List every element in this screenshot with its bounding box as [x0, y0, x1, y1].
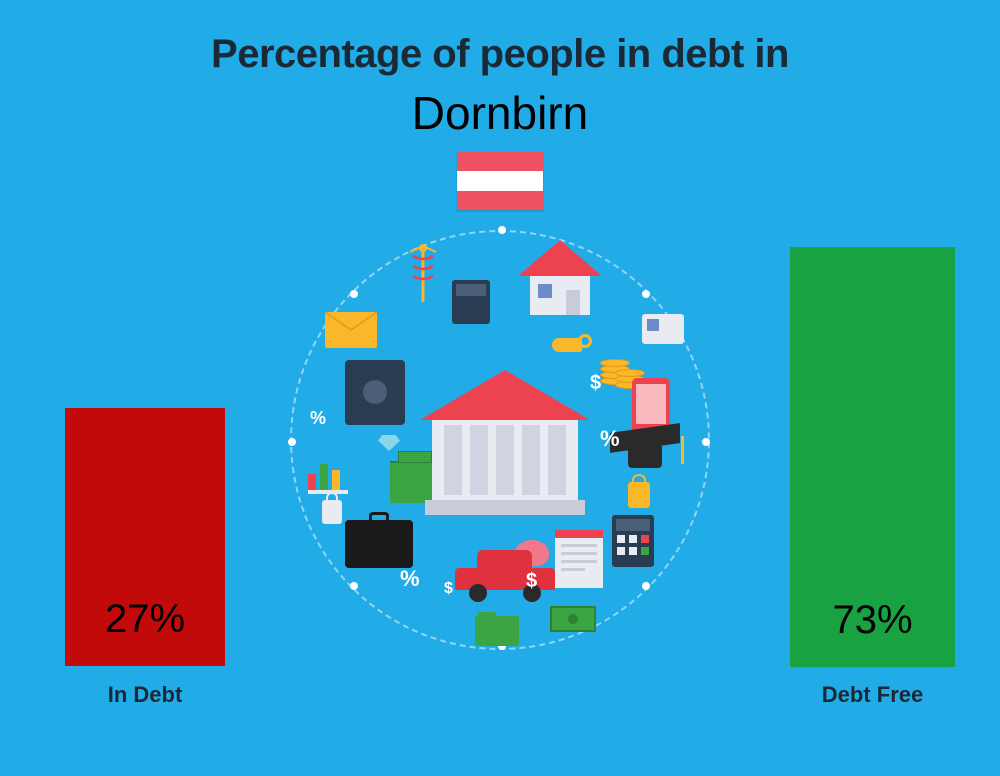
document-card-icon	[642, 314, 684, 344]
envelope-icon	[325, 312, 377, 348]
dollar-icon: $	[526, 570, 537, 593]
flag-stripe-middle	[457, 171, 543, 190]
flag-stripe-top	[457, 152, 543, 171]
percent-icon: %	[600, 426, 620, 452]
small-calculator-icon	[452, 280, 490, 324]
bar-in-debt-value: 27%	[105, 597, 185, 642]
key-icon	[552, 338, 582, 352]
bank-icon	[420, 370, 590, 515]
house-icon	[518, 240, 603, 315]
graduation-cap-icon	[610, 428, 680, 473]
calculator-icon	[612, 515, 654, 567]
title-line-2: Dornbirn	[0, 86, 1000, 140]
bar-debt-free-label: Debt Free	[790, 682, 955, 708]
flag-stripe-bottom	[457, 191, 543, 210]
lock-gold-icon	[628, 482, 650, 508]
clipboard-icon	[555, 530, 603, 588]
orbit-dot	[350, 290, 358, 298]
folder-icon	[475, 616, 519, 646]
financial-illustration: % % % $ $ $	[290, 230, 710, 650]
orbit-dot	[702, 438, 710, 446]
bar-debt-free: 73%	[790, 247, 955, 667]
briefcase-icon	[345, 520, 413, 568]
car-icon	[455, 550, 555, 600]
caduceus-icon	[408, 244, 438, 306]
orbit-dot	[498, 226, 506, 234]
lock-white-icon	[322, 500, 342, 524]
safe-icon	[345, 360, 405, 425]
orbit-dot	[288, 438, 296, 446]
bar-debt-free-value: 73%	[832, 598, 912, 643]
bar-in-debt-label: In Debt	[65, 682, 225, 708]
orbit-dot	[642, 290, 650, 298]
dollar-icon: $	[444, 580, 453, 598]
dollar-icon: $	[590, 372, 601, 395]
orbit-dot	[350, 582, 358, 590]
orbit-dot	[642, 582, 650, 590]
title-line-1: Percentage of people in debt in	[0, 32, 1000, 77]
chart-icon	[308, 450, 352, 490]
austria-flag-icon	[457, 152, 543, 210]
percent-icon: %	[310, 408, 326, 429]
bar-in-debt: 27%	[65, 408, 225, 666]
money-bill-icon	[550, 606, 596, 632]
percent-icon: %	[400, 566, 420, 592]
